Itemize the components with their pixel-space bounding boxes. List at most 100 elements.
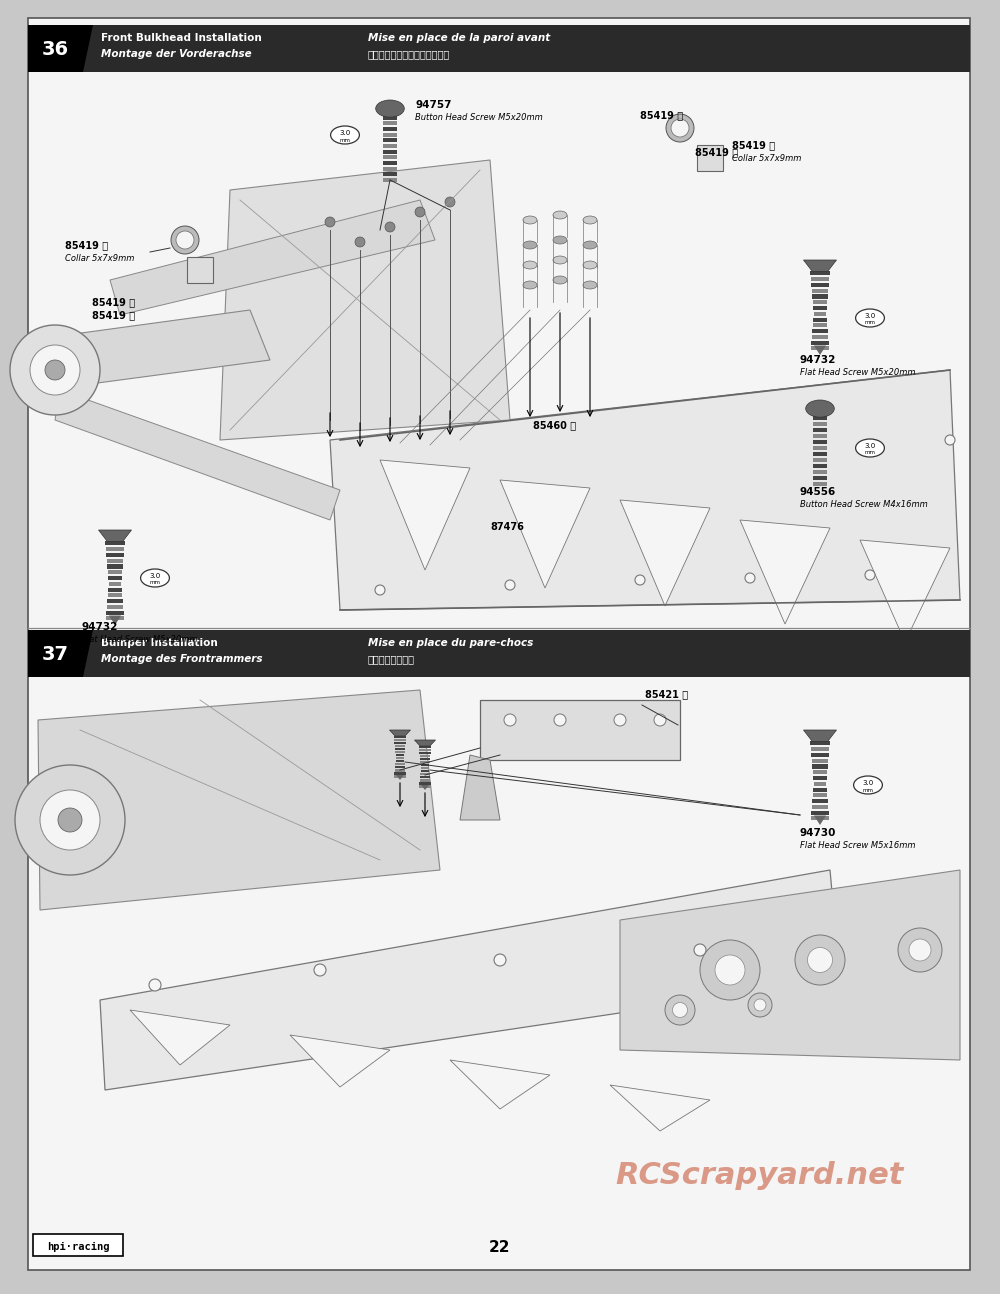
Bar [421,765,429,766]
Text: 85419 ⓐ: 85419 ⓐ [92,298,135,307]
Bar [109,582,121,586]
Circle shape [171,226,199,254]
Bar [813,305,827,311]
Bar [813,422,827,426]
Circle shape [945,435,955,445]
Circle shape [58,807,82,832]
Circle shape [494,954,506,967]
Text: 3.0: 3.0 [864,313,876,320]
Ellipse shape [553,256,567,264]
Bar [107,559,123,563]
Text: Flat Head Screw M5x16mm: Flat Head Screw M5x16mm [800,841,916,850]
Ellipse shape [854,776,882,795]
Bar [813,793,827,797]
Circle shape [865,569,875,580]
Bar [419,752,431,754]
Bar [420,774,430,775]
Polygon shape [610,1084,710,1131]
Circle shape [176,232,194,248]
Text: mm: mm [862,788,874,792]
Circle shape [385,223,395,232]
Bar [812,289,828,292]
Bar [813,428,827,432]
Text: Flat Head Screw M5x20mm: Flat Head Screw M5x20mm [800,367,916,377]
Bar [383,144,397,148]
Text: mm: mm [864,450,876,455]
Ellipse shape [523,241,537,248]
Bar [813,317,827,322]
Ellipse shape [523,281,537,289]
Bar [814,312,826,316]
Text: 36: 36 [41,40,69,60]
Polygon shape [740,520,830,624]
Bar [383,179,397,182]
Text: 85419 ⒴: 85419 ⒴ [695,148,738,157]
Bar [812,335,828,339]
Polygon shape [421,785,429,791]
Bar [420,758,430,761]
Circle shape [635,575,645,585]
Polygon shape [804,260,836,272]
Ellipse shape [141,569,169,587]
Text: 85419 ⓤ: 85419 ⓤ [92,311,135,320]
Text: Mise en place du pare-chocs: Mise en place du pare-chocs [368,638,533,648]
Circle shape [715,955,745,985]
Polygon shape [814,815,826,826]
Bar [108,587,122,591]
Ellipse shape [553,211,567,219]
Text: mm: mm [150,581,160,585]
Text: フロントバルクヘッドの取付け: フロントバルクヘッドの取付け [368,49,450,60]
Text: Button Head Screw M5x20mm: Button Head Screw M5x20mm [415,113,543,122]
Ellipse shape [856,309,884,327]
Bar [28,630,970,677]
Bar [419,783,431,784]
Circle shape [10,325,100,415]
Bar [108,594,122,598]
Bar [697,145,723,171]
Polygon shape [620,870,960,1060]
Bar [396,754,404,756]
Bar [810,741,830,745]
Polygon shape [28,630,93,677]
Ellipse shape [553,236,567,245]
Text: 85460 ⓜ: 85460 ⓜ [533,421,576,430]
Bar [106,611,124,615]
Bar [394,739,406,741]
Bar [420,776,430,779]
Text: 3.0: 3.0 [149,573,161,578]
Ellipse shape [856,439,884,457]
Circle shape [505,580,515,590]
Text: 94757: 94757 [415,100,452,110]
Polygon shape [110,201,435,314]
Circle shape [666,114,694,142]
Bar [812,295,828,299]
Bar [419,749,431,751]
Polygon shape [500,480,590,587]
Polygon shape [460,754,500,820]
Bar [394,773,406,775]
Text: 3.0: 3.0 [339,129,351,136]
Circle shape [754,999,766,1011]
Circle shape [672,1003,688,1017]
Bar [383,133,397,137]
Text: Collar 5x7x9mm: Collar 5x7x9mm [65,254,134,263]
Text: 85421 Ⓓ: 85421 Ⓓ [645,688,688,699]
Polygon shape [98,531,132,541]
Circle shape [149,980,161,991]
Text: hpi·racing: hpi·racing [47,1242,109,1253]
Text: 94732: 94732 [82,622,118,631]
Bar [812,329,828,333]
Bar [105,541,125,546]
Circle shape [314,964,326,976]
Bar [420,756,430,757]
Bar [812,800,828,804]
Circle shape [671,119,689,137]
Bar [811,747,829,752]
Circle shape [745,573,755,584]
Text: 85419 Ⓒ: 85419 Ⓒ [732,140,775,150]
Circle shape [748,992,772,1017]
Polygon shape [620,499,710,606]
Polygon shape [330,370,960,609]
Bar [420,779,430,782]
Bar [813,470,827,474]
